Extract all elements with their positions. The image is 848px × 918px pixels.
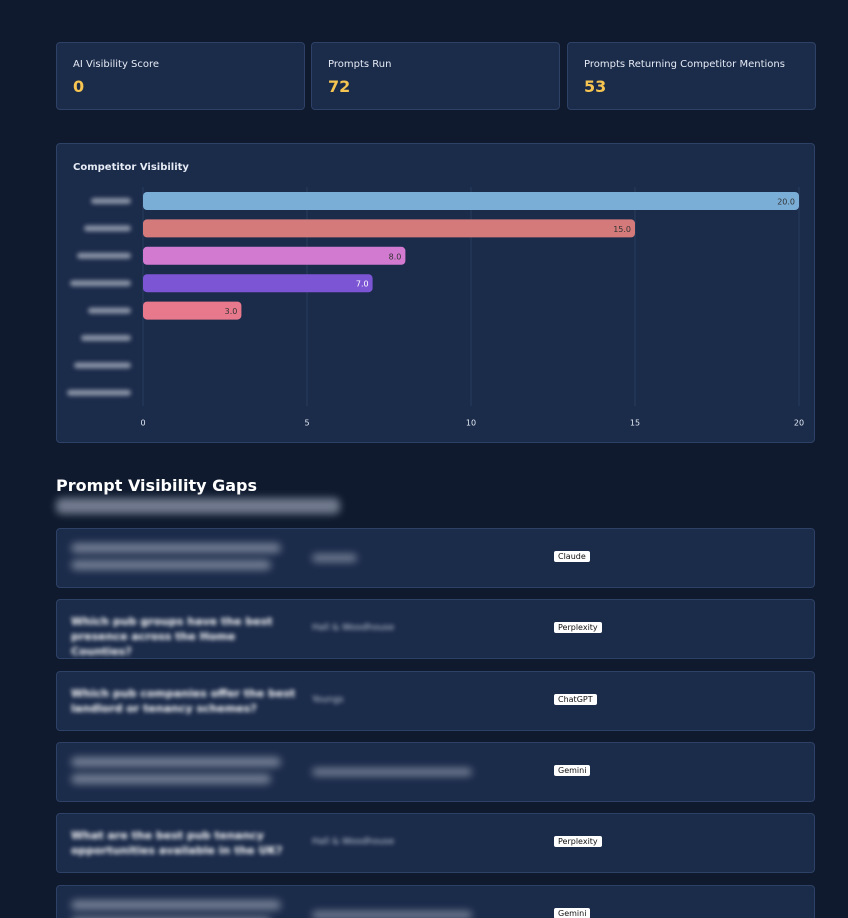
blurred-y-label	[77, 252, 131, 259]
blurred-y-label	[74, 362, 131, 369]
blurred-prompt	[71, 899, 281, 910]
chart-panel: Competitor Visibility 0 5 10 15 20 20.0 15.0 8.…	[56, 143, 815, 443]
competitors: Hall & Woodhouse	[312, 623, 395, 634]
blurred-y-label	[88, 307, 131, 314]
stat-label: Prompts Run	[328, 59, 392, 70]
blurred-prompt	[71, 560, 271, 570]
x-tick-label: 15	[630, 419, 640, 428]
stat-card: AI Visibility Score 0	[56, 42, 305, 110]
blurred-prompt	[71, 773, 271, 784]
model-badge: Perplexity	[554, 836, 602, 848]
stat-card: Prompts Run 72	[311, 42, 560, 110]
bar	[143, 219, 635, 238]
prompt-text: Which pub companies offer the best landl…	[71, 686, 296, 715]
gap-row: Claude	[56, 528, 815, 588]
blurred-y-label	[67, 389, 131, 396]
gap-row: Gemini	[56, 884, 815, 918]
blurred-y-label	[70, 280, 131, 287]
gap-row: Which pub companies offer the best landl…	[56, 670, 815, 731]
gap-row: Gemini	[56, 741, 815, 802]
blurred-y-label	[91, 198, 131, 204]
blurred-prompt	[71, 543, 281, 553]
section-title: Prompt Visibility Gaps	[56, 476, 258, 495]
blurred-prompt	[71, 756, 281, 767]
prompt-text: What are the best pub tenancy opportunit…	[71, 829, 283, 858]
competitors: Hall & Woodhouse	[312, 837, 395, 848]
blurred-y-label	[81, 335, 131, 341]
model-badge: Claude	[554, 551, 590, 562]
model-badge: ChatGPT	[554, 693, 597, 705]
stat-value: 53	[584, 77, 607, 96]
blurred-competitors	[312, 910, 472, 918]
blurred-prompt	[71, 916, 271, 918]
stat-card: Prompts Returning Competitor Mentions 53	[567, 42, 816, 110]
x-tick-label: 20	[794, 419, 804, 428]
x-tick-label: 5	[304, 419, 309, 428]
bar	[143, 301, 242, 320]
stat-label: AI Visibility Score	[73, 59, 160, 70]
x-tick-label: 10	[466, 419, 476, 428]
blurred-competitors	[312, 767, 472, 776]
stat-value: 72	[328, 77, 351, 96]
gap-row: What are the best pub tenancy opportunit…	[56, 813, 815, 874]
model-badge: Perplexity	[554, 622, 602, 634]
prompt-text: Which pub groups have the best presence …	[71, 615, 273, 659]
bar	[143, 246, 406, 265]
blurred-y-label	[84, 225, 131, 232]
x-tick-label: 0	[140, 419, 145, 428]
bar-value-label: 8.0	[389, 252, 402, 261]
blurred-subtitle	[56, 498, 340, 514]
model-badge: Gemini	[554, 907, 591, 918]
model-badge: Gemini	[554, 764, 591, 776]
stat-label: Prompts Returning Competitor Mentions	[584, 59, 785, 70]
stat-value: 0	[73, 77, 85, 96]
blurred-competitors	[312, 554, 357, 562]
chart-title: Competitor Visibility	[73, 162, 189, 173]
bar-value-label: 3.0	[225, 307, 238, 316]
competitors: Youngs	[312, 694, 344, 705]
chart: Competitor Visibility 0 5 10 15 20 20.0 15.0 8.…	[67, 162, 804, 428]
bar	[143, 274, 373, 293]
bar-value-label: 15.0	[613, 225, 631, 234]
bar-value-label: 7.0	[356, 280, 369, 289]
gap-row: Which pub groups have the best presence …	[56, 599, 815, 660]
bar	[143, 192, 799, 210]
bar-value-label: 20.0	[777, 198, 795, 207]
